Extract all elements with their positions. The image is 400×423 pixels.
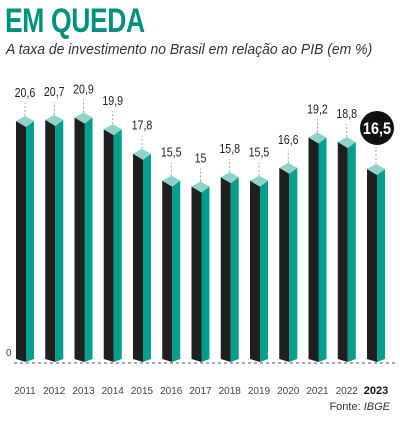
x-tick-label: 2014: [102, 386, 125, 397]
bar-front-2011: [16, 121, 26, 362]
bar-top-2022: [337, 137, 356, 149]
bar-front-2016: [162, 180, 173, 362]
value-label: 15: [195, 150, 207, 165]
x-tick-label: 2017: [189, 386, 212, 397]
bar-top-2017: [191, 181, 210, 193]
value-label: 19,9: [102, 93, 123, 108]
value-label: 17,8: [132, 118, 153, 133]
bar-front-2020: [279, 167, 290, 362]
bar-side-2023: [377, 168, 385, 362]
highlight-circle: [360, 110, 394, 145]
value-label: 15,5: [161, 145, 182, 160]
bar-side-2018: [230, 177, 239, 362]
bar-top-2015: [133, 148, 151, 160]
bar-top-2018: [220, 172, 239, 184]
chart-subtitle: A taxa de investimento no Brasil em rela…: [6, 41, 373, 58]
x-tick-label: 2015: [131, 386, 154, 397]
bar-side-2019: [260, 180, 268, 362]
bar-top-2020: [279, 162, 298, 174]
value-label: 20,9: [73, 81, 94, 96]
x-tick-label: 2012: [43, 386, 66, 397]
bar-front-2017: [191, 186, 202, 362]
bar-top-2013: [74, 112, 93, 124]
page-title: EM QUEDA: [5, 2, 145, 40]
bar-front-2022: [337, 142, 348, 362]
value-label: 15,8: [219, 141, 240, 156]
bar-side-2011: [26, 121, 34, 362]
bar-front-2013: [74, 117, 85, 362]
bar-side-2021: [318, 137, 327, 362]
x-tick-label: 2021: [306, 386, 329, 397]
x-tick-label: 2019: [248, 386, 271, 397]
value-label: 20,7: [44, 84, 65, 99]
bar-front-2023: [367, 168, 377, 362]
bar-front-2015: [133, 153, 143, 362]
bar-top-2019: [250, 175, 268, 187]
bar-top-2011: [16, 116, 34, 127]
source-label: Fonte:: [329, 401, 361, 413]
x-tick-label: 2020: [277, 386, 300, 397]
x-tick-label: 2011: [14, 386, 36, 397]
source-name: IBGE: [363, 401, 390, 413]
x-tick-label: 2022: [336, 386, 359, 397]
baseline-label: 0: [6, 348, 12, 359]
value-label: 18,8: [336, 106, 357, 121]
bar-top-2012: [45, 114, 64, 126]
bar-side-2013: [84, 117, 93, 362]
value-label: 19,2: [307, 101, 328, 116]
x-tick-label: 2016: [160, 386, 183, 397]
bar-side-2017: [201, 186, 210, 362]
bar-side-2020: [289, 167, 298, 362]
bar-side-2022: [347, 142, 356, 362]
value-label: 20,6: [15, 85, 36, 100]
bar-front-2019: [250, 180, 260, 362]
x-tick-label: 2013: [72, 386, 95, 397]
bar-side-2016: [172, 180, 181, 362]
value-label: 16,6: [278, 132, 299, 147]
bar-front-2012: [45, 119, 56, 362]
bar-front-2021: [308, 137, 319, 362]
value-label-highlight: 16,5: [363, 120, 391, 138]
bar-top-2014: [103, 124, 122, 136]
source-note: Fonte: IBGE: [329, 401, 390, 413]
bar-side-2012: [55, 119, 64, 362]
bar-side-2014: [113, 129, 122, 362]
bar-front-2014: [103, 129, 114, 362]
x-tick-label: 2018: [219, 386, 242, 397]
bar-top-2023: [367, 163, 385, 175]
bar-side-2015: [143, 153, 151, 362]
x-tick-label: 2023: [364, 385, 388, 397]
bar-top-2021: [308, 132, 327, 144]
value-label: 15,5: [249, 145, 270, 160]
bar-top-2016: [162, 175, 181, 187]
bar-front-2018: [220, 177, 231, 362]
